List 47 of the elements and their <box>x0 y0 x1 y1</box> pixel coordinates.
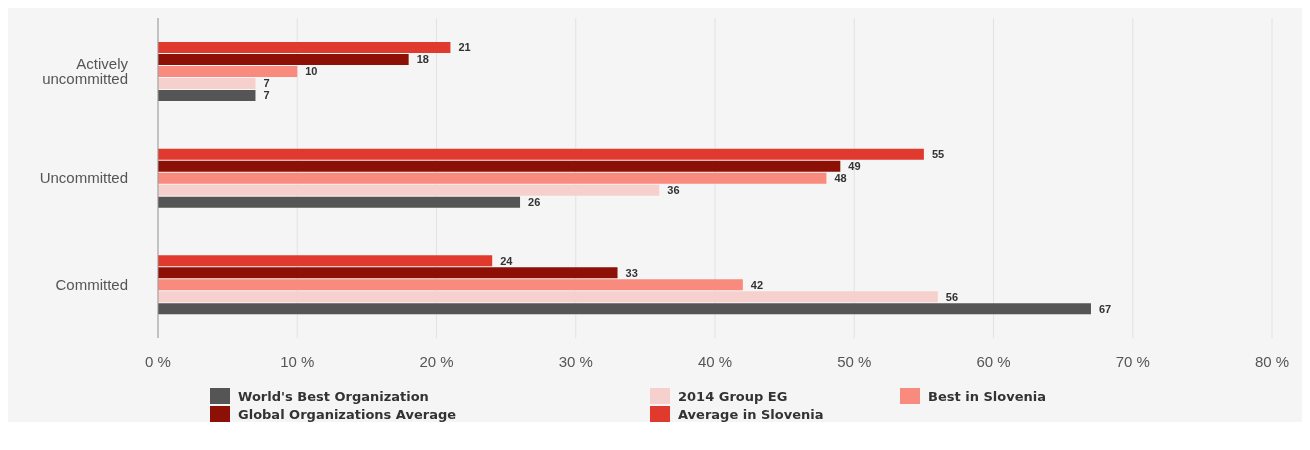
data-label: 7 <box>263 89 270 102</box>
data-label: 56 <box>945 290 959 303</box>
bar <box>158 303 1091 315</box>
y-tick-label: Actively uncommitted <box>42 55 129 88</box>
data-label: 33 <box>625 266 638 279</box>
data-label: 10 <box>305 65 318 78</box>
data-label: 24 <box>500 254 514 267</box>
bar <box>158 148 924 160</box>
x-tick-label: 80 % <box>1254 352 1290 370</box>
legend-label: Best in Slovenia <box>928 388 1046 404</box>
data-label: 42 <box>750 278 764 291</box>
x-tick-label: 50 % <box>837 352 872 370</box>
bar <box>158 196 521 208</box>
data-label: 26 <box>528 196 541 209</box>
bar <box>158 160 841 172</box>
legend-label: Average in Slovenia <box>678 406 824 422</box>
bar <box>158 172 827 184</box>
bar <box>158 255 493 267</box>
x-tick-label: 70 % <box>1115 352 1150 370</box>
data-label: 7 <box>263 77 270 90</box>
data-label: 21 <box>458 41 471 54</box>
x-tick-label: 10 % <box>280 352 315 370</box>
bar <box>158 54 409 65</box>
bar <box>158 184 660 196</box>
bar <box>158 291 938 303</box>
data-label: 49 <box>848 160 861 173</box>
bar <box>158 267 618 279</box>
data-label: 55 <box>931 148 945 161</box>
bar <box>158 66 298 77</box>
y-tick-label: Uncommitted <box>39 169 128 187</box>
x-tick-label: 20 % <box>419 352 454 370</box>
data-label: 67 <box>1098 302 1112 315</box>
y-tick-label: Committed <box>55 275 128 293</box>
x-tick-label: 60 % <box>976 352 1011 370</box>
bar <box>158 42 451 53</box>
data-label: 18 <box>416 53 429 66</box>
bar <box>158 90 256 101</box>
legend-label: World's Best Organization <box>238 388 429 404</box>
x-tick-label: 40 % <box>697 352 733 370</box>
x-tick-label: 0 % <box>145 352 171 370</box>
bar <box>158 279 743 291</box>
data-label: 36 <box>667 184 680 197</box>
bar <box>158 78 256 89</box>
data-label: 48 <box>834 172 847 185</box>
legend-label: Global Organizations Average <box>238 406 457 422</box>
x-tick-label: 30 % <box>558 352 593 370</box>
legend-label: 2014 Group EG <box>678 388 788 404</box>
